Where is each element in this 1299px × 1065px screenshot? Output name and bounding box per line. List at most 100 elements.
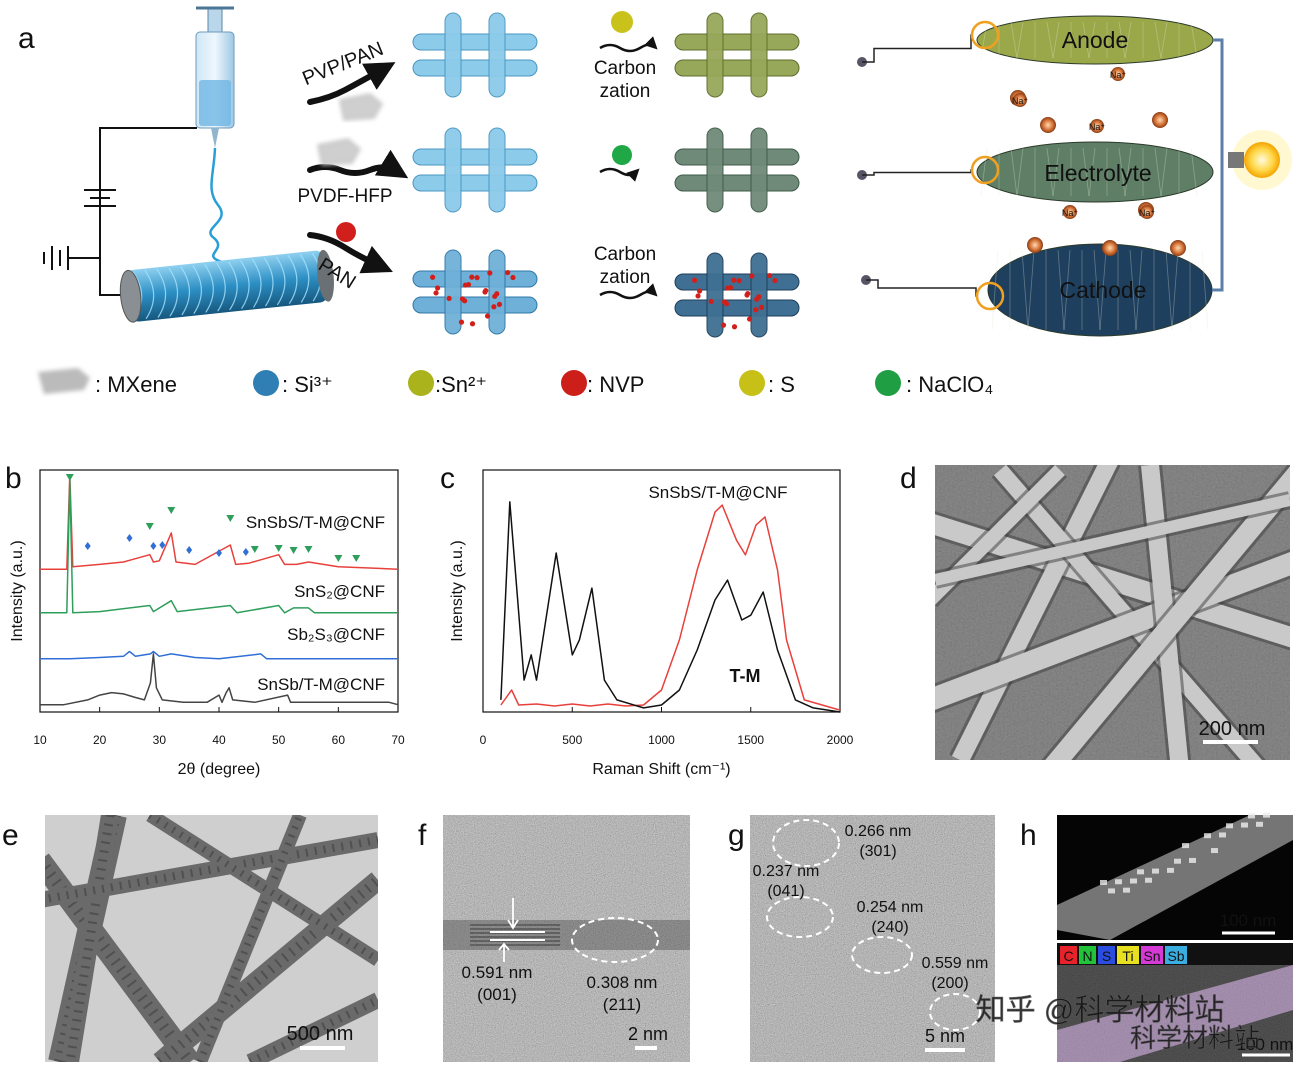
legend-label: : NVP xyxy=(587,372,644,397)
collector-fiber xyxy=(180,266,191,316)
fiber xyxy=(674,174,800,192)
region-outline xyxy=(571,917,659,963)
hrtem-texture xyxy=(443,815,690,1062)
nvp-particle xyxy=(696,288,703,294)
sem-fibers xyxy=(935,465,1290,760)
annotation: 0.254 nm xyxy=(857,899,924,916)
nvp-particle xyxy=(458,319,465,325)
collector xyxy=(119,249,334,323)
spectrum-line xyxy=(500,501,841,713)
nvp-particle xyxy=(695,293,701,299)
haadf-particle xyxy=(1256,821,1263,827)
electrode-fiber xyxy=(1118,21,1126,59)
x-tick-label: 1000 xyxy=(648,733,675,747)
watermark: 科学材料站 xyxy=(1130,1023,1260,1053)
collector-fiber xyxy=(299,253,310,303)
ion xyxy=(1040,117,1056,133)
phase-marker xyxy=(352,555,361,562)
phase-marker xyxy=(242,548,249,556)
electrode-fiber xyxy=(1154,147,1162,197)
ion-label: Na⁺ xyxy=(1110,70,1127,80)
fiber xyxy=(444,249,462,335)
electrode-fiber xyxy=(991,249,999,331)
electrode-fiber xyxy=(1154,21,1162,59)
ion xyxy=(1102,240,1118,256)
ion xyxy=(1170,240,1186,256)
fiber-mat xyxy=(412,249,538,335)
ion xyxy=(1152,112,1168,128)
element-label: S xyxy=(1102,948,1111,964)
ion-label: Na⁺ xyxy=(1089,122,1106,132)
element-swatch xyxy=(1079,946,1096,964)
naclo4-sphere xyxy=(612,145,632,165)
nvp-particle xyxy=(708,298,714,305)
fiber xyxy=(750,127,768,213)
collector-fiber xyxy=(168,267,179,317)
x-tick-label: 40 xyxy=(212,733,226,747)
electrode-fiber xyxy=(1016,147,1024,197)
fiber xyxy=(412,148,538,166)
fiber xyxy=(674,148,800,166)
connector-wire xyxy=(862,34,972,63)
x-tick-label: 60 xyxy=(332,733,346,747)
phase-marker xyxy=(84,542,91,550)
connector-wire xyxy=(862,169,972,176)
electrode-fiber xyxy=(1135,249,1143,331)
nvp-particle xyxy=(433,290,439,296)
process-arrow xyxy=(307,232,393,274)
process-arrow xyxy=(307,62,396,105)
nvp-particle xyxy=(758,304,765,310)
legend-label: :Sn²⁺ xyxy=(435,372,487,397)
collector-fiber xyxy=(156,269,167,318)
nvp-particle xyxy=(753,307,759,313)
x-tick-label: 10 xyxy=(33,733,47,747)
haadf-particle xyxy=(1145,877,1152,883)
electrode-fiber xyxy=(1093,249,1101,331)
haadf-particle xyxy=(1167,867,1174,873)
haadf-particle xyxy=(1152,868,1159,874)
ion xyxy=(1111,67,1125,81)
spectrum-line xyxy=(500,504,841,711)
legend-icon xyxy=(38,368,90,394)
nvp-particle xyxy=(430,274,436,280)
electrode-fiber xyxy=(1057,249,1065,331)
nvp-particle xyxy=(462,282,468,288)
x-axis-label: Raman Shift (cm⁻¹) xyxy=(592,761,730,778)
nvp-particle xyxy=(491,304,497,310)
haadf-particle xyxy=(1248,813,1255,819)
electrode-contact xyxy=(970,155,1000,185)
electrode-fiber xyxy=(1171,249,1179,331)
fiber xyxy=(488,12,506,98)
mxene-flake xyxy=(317,138,361,166)
fiber xyxy=(674,33,800,51)
syringe-plunger xyxy=(207,7,223,35)
haadf-particle xyxy=(1115,879,1122,885)
nvp-particle xyxy=(767,272,773,279)
annotation: (301) xyxy=(859,843,896,860)
nvp-particle xyxy=(749,273,755,279)
region-outline xyxy=(851,936,913,974)
legend-icon xyxy=(408,370,434,396)
spectrum-line xyxy=(40,650,398,660)
collector-fiber xyxy=(263,257,274,307)
collector-body xyxy=(126,250,328,322)
haadf-particle xyxy=(1174,858,1181,864)
process-label: Carbon xyxy=(594,244,656,265)
annotation: 0.591 nm xyxy=(462,963,533,982)
electrode-fiber xyxy=(1165,249,1173,331)
ion xyxy=(1090,119,1104,133)
electrode-contact xyxy=(970,20,1000,50)
annotation: (200) xyxy=(931,975,968,992)
x-axis-label: 2θ (degree) xyxy=(178,761,261,778)
legend-icon xyxy=(739,370,765,396)
process-label: Carbon xyxy=(594,58,656,79)
nvp-sphere xyxy=(336,222,356,242)
nvp-particle xyxy=(692,277,698,283)
region-outline xyxy=(772,819,840,867)
x-tick-label: 20 xyxy=(93,733,107,747)
electrode-fiber xyxy=(1016,21,1024,59)
haadf-particle xyxy=(1100,880,1107,885)
bulb-base xyxy=(1228,152,1244,168)
phase-marker xyxy=(150,542,157,550)
process-label: zation xyxy=(600,81,651,102)
